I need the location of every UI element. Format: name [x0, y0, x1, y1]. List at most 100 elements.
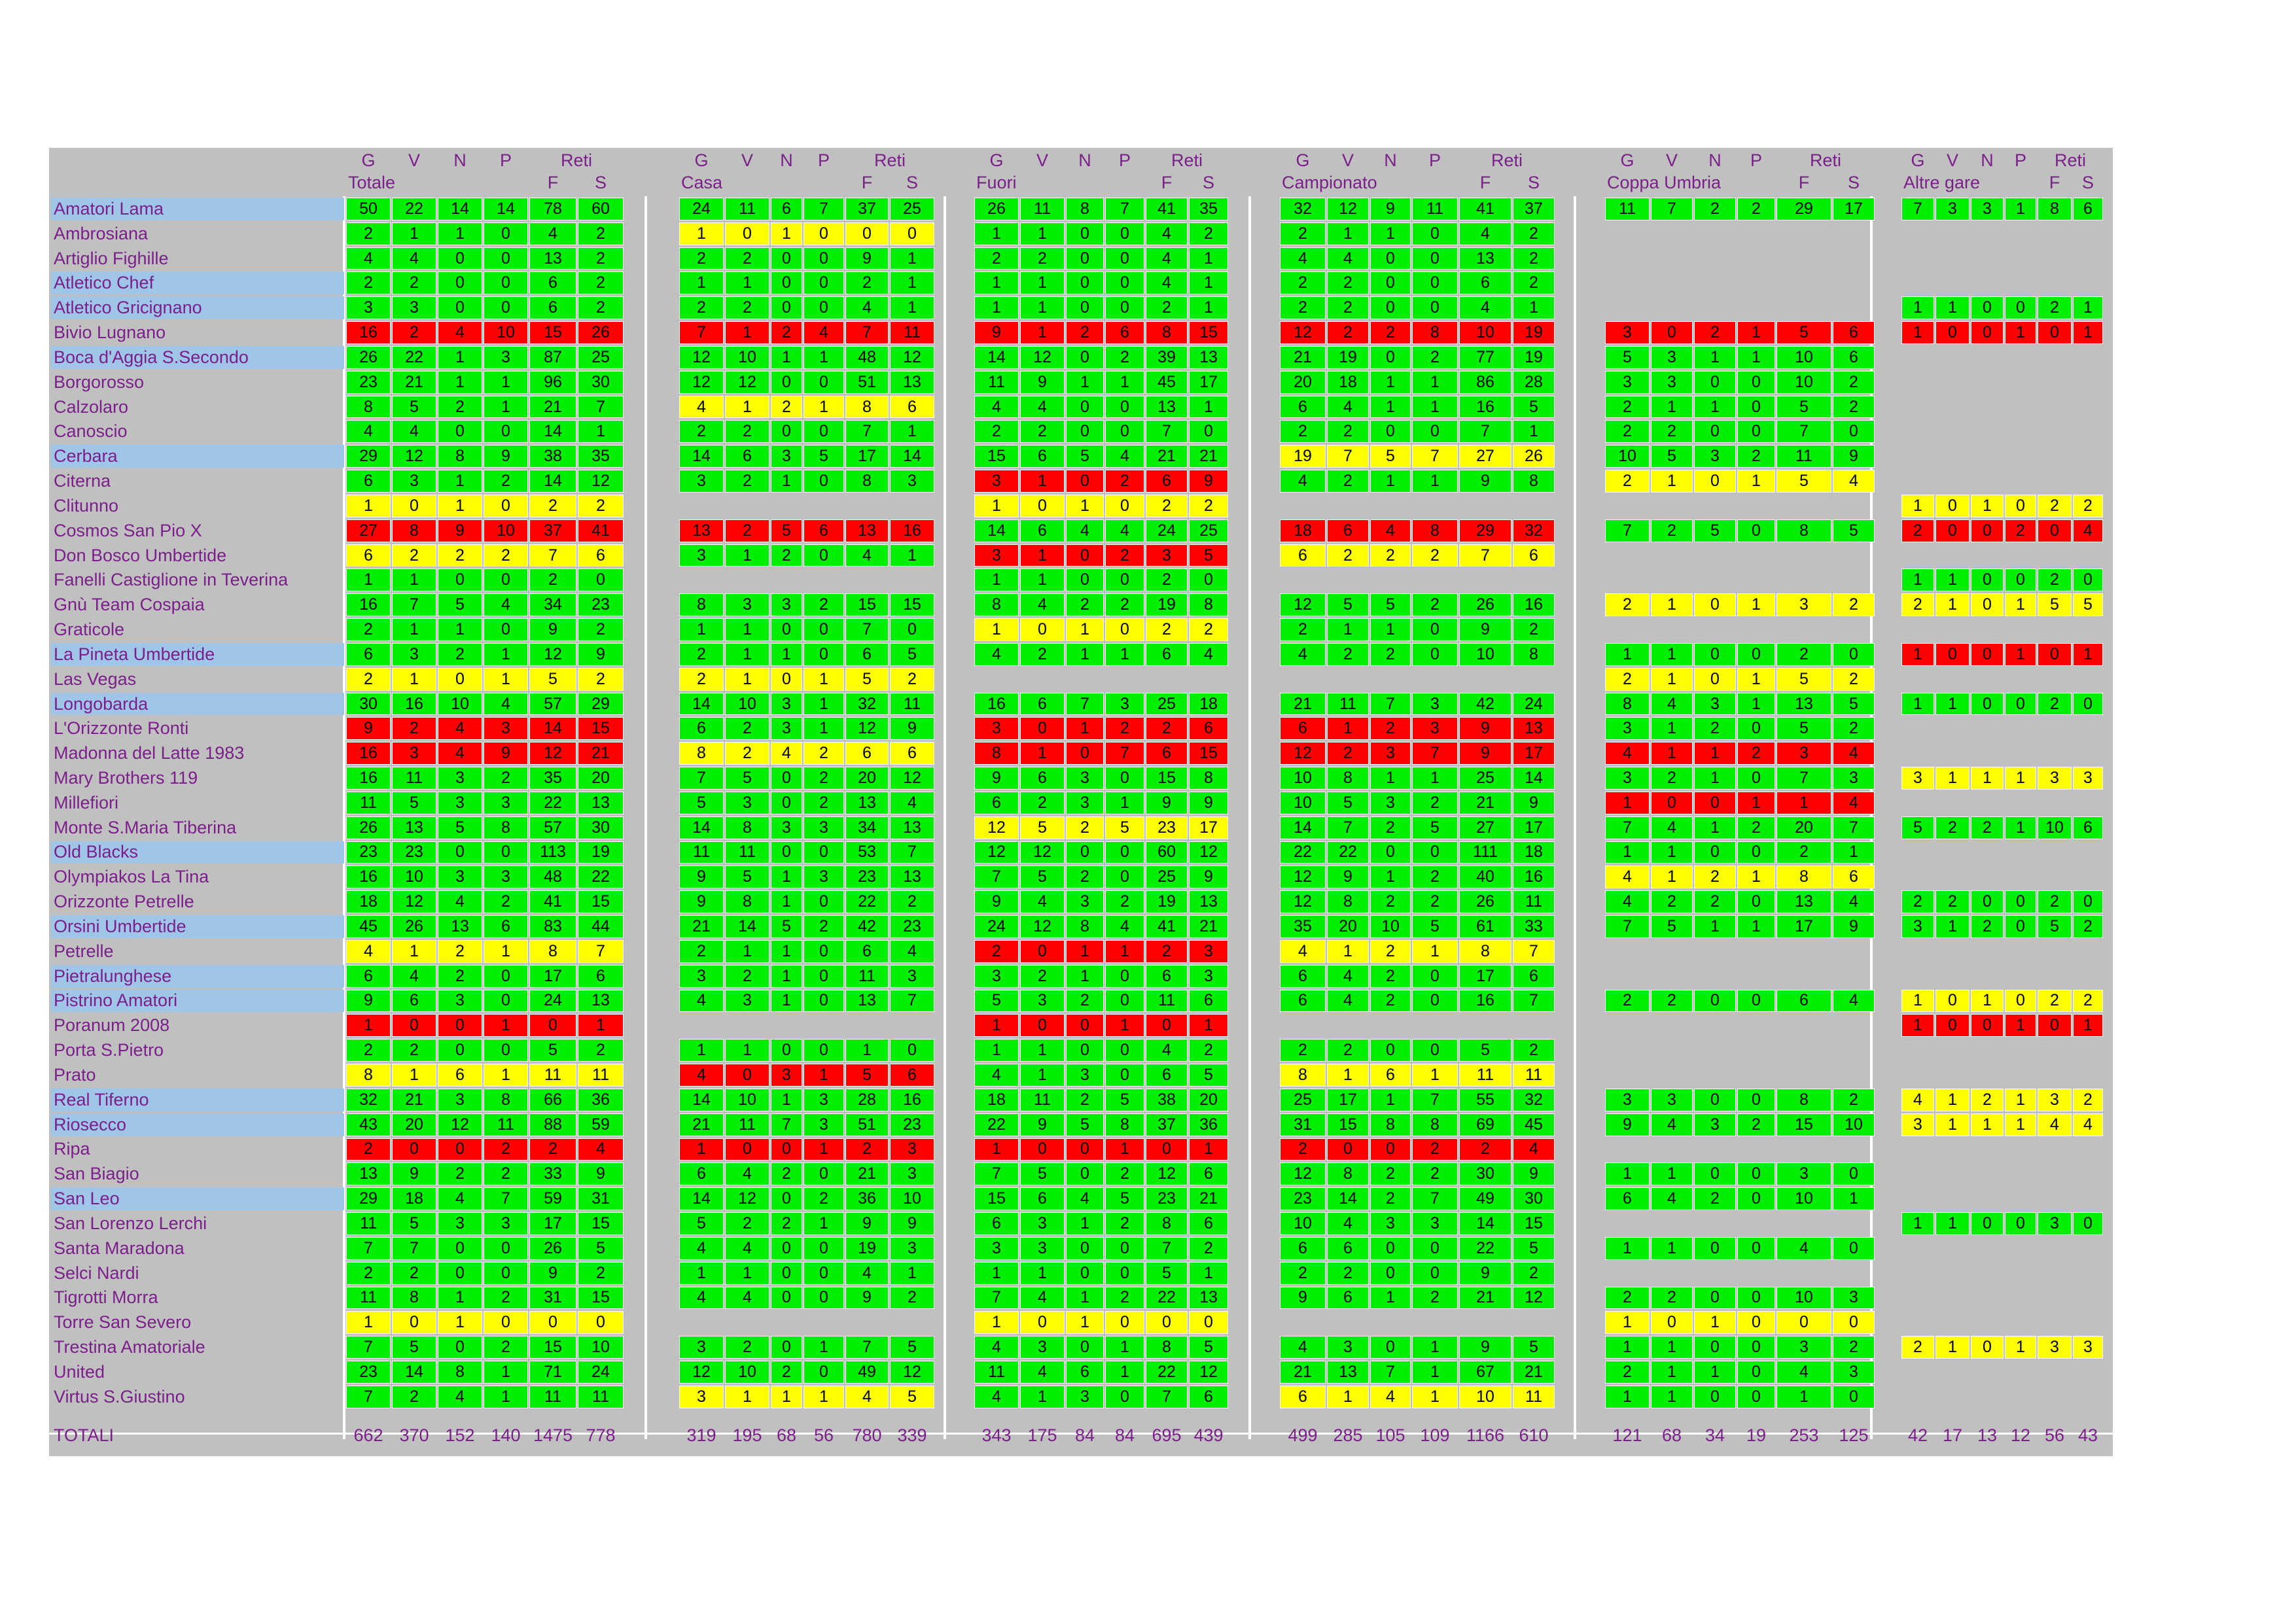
totals-cell: 109 — [1420, 1425, 1450, 1445]
totals-cell: 195 — [732, 1425, 762, 1445]
stat-cell: 30 — [1513, 1187, 1555, 1211]
team-name: United — [54, 1361, 105, 1382]
stat-cell: 86 — [1459, 370, 1511, 394]
stat-cell: 1 — [804, 1212, 844, 1235]
stat-cell: 15 — [845, 593, 889, 617]
stat-cell: 0 — [2005, 890, 2036, 914]
stat-cell: 9 — [1189, 791, 1228, 814]
stat-cell: 11 — [346, 1286, 391, 1310]
stat-cell: 4 — [1146, 247, 1188, 270]
stat-cell: 1 — [1651, 1236, 1693, 1260]
stat-cell: 19 — [845, 1236, 889, 1260]
stat-cell: 0 — [1146, 1014, 1188, 1038]
stat-cell: 4 — [1280, 1336, 1326, 1359]
stat-cell: 0 — [1105, 222, 1144, 245]
stat-cell: 3 — [679, 964, 724, 988]
stat-cell: 77 — [1459, 345, 1511, 369]
header-p: P — [2014, 150, 2026, 170]
stat-cell: 1 — [1513, 296, 1555, 320]
stat-cell: 1 — [804, 1064, 844, 1087]
stat-cell: 6 — [1189, 989, 1228, 1013]
stat-cell: 3 — [1066, 791, 1104, 814]
stat-cell: 0 — [1105, 1236, 1144, 1260]
stat-cell: 0 — [484, 1311, 528, 1335]
stat-cell: 8 — [392, 1286, 436, 1310]
stat-cell: 6 — [1513, 964, 1555, 988]
stat-cell: 2 — [346, 271, 391, 295]
stat-cell: 16 — [1459, 395, 1511, 419]
stat-cell: 2 — [804, 915, 844, 938]
stat-cell: 33 — [1513, 915, 1555, 938]
section-label: Campionato — [1282, 172, 1377, 192]
stat-cell: 3 — [1412, 1212, 1458, 1235]
stat-cell: 0 — [1370, 1039, 1411, 1062]
stat-cell: 4 — [1833, 470, 1875, 493]
stat-cell: 2 — [1370, 642, 1411, 666]
stat-cell: 2 — [1105, 717, 1144, 741]
stat-cell: 1 — [484, 642, 528, 666]
stat-cell: 15 — [529, 321, 576, 344]
stat-cell: 2 — [974, 247, 1019, 270]
stat-cell: 6 — [1189, 1385, 1228, 1408]
stat-cell: 9 — [1459, 618, 1511, 641]
stat-cell: 1 — [1066, 1212, 1104, 1235]
stat-cell: 27 — [1459, 445, 1511, 468]
stat-cell: 9 — [845, 247, 889, 270]
stat-cell: 4 — [974, 395, 1019, 419]
stat-cell: 8 — [974, 742, 1019, 765]
stat-cell: 2 — [1971, 816, 2004, 839]
stat-cell: 48 — [845, 345, 889, 369]
team-name: Olympiakos La Tina — [54, 867, 209, 887]
team-name: Orsini Umbertide — [51, 915, 344, 938]
stat-cell: 5 — [2038, 915, 2072, 938]
stat-cell: 0 — [771, 1187, 802, 1211]
stat-cell: 9 — [1189, 865, 1228, 889]
stat-cell: 4 — [1776, 1236, 1831, 1260]
stat-cell: 12 — [392, 890, 436, 914]
stat-cell: 2 — [1737, 1113, 1775, 1136]
stat-cell: 2 — [438, 395, 482, 419]
stat-cell: 5 — [1513, 1236, 1555, 1260]
stat-cell: 3 — [890, 964, 934, 988]
header-g: G — [694, 150, 709, 170]
stat-cell: 4 — [1105, 519, 1144, 542]
stat-cell: 2 — [1901, 1336, 1934, 1359]
header-reti: Reti — [1809, 150, 1841, 170]
stat-cell: 3 — [392, 296, 436, 320]
totals-cell: 319 — [686, 1425, 716, 1445]
stat-cell: 0 — [771, 1336, 802, 1359]
stat-cell: 10 — [725, 1088, 769, 1111]
stat-cell: 1 — [1651, 841, 1693, 864]
stat-cell: 23 — [1146, 816, 1188, 839]
stat-cell: 1 — [974, 271, 1019, 295]
stat-cell: 1 — [1651, 1385, 1693, 1408]
stat-cell: 1 — [725, 1039, 769, 1062]
stat-cell: 8 — [974, 593, 1019, 617]
stat-cell: 3 — [438, 865, 482, 889]
stat-cell: 35 — [578, 445, 624, 468]
stat-cell: 3 — [1901, 767, 1934, 790]
stat-cell: 2 — [1105, 470, 1144, 493]
stat-cell: 22 — [529, 791, 576, 814]
stat-cell: 19 — [578, 841, 624, 864]
stat-cell: 1 — [725, 395, 769, 419]
stat-cell: 3 — [1605, 321, 1650, 344]
stat-cell: 4 — [804, 321, 844, 344]
stat-cell: 2 — [1651, 890, 1693, 914]
stat-cell: 11 — [974, 1361, 1019, 1384]
stat-cell: 1 — [771, 1385, 802, 1408]
team-name: Cerbara — [51, 445, 344, 468]
stat-cell: 6 — [346, 544, 391, 567]
team-name: Mary Brothers 119 — [54, 767, 198, 788]
stat-cell: 3 — [392, 742, 436, 765]
stat-cell: 3 — [392, 642, 436, 666]
stat-cell: 0 — [1066, 1014, 1104, 1038]
stat-cell: 22 — [974, 1113, 1019, 1136]
stat-cell: 2 — [771, 1162, 802, 1186]
section-label: Coppa Umbria — [1607, 172, 1722, 192]
stat-cell: 0 — [438, 1014, 482, 1038]
stat-cell: 2 — [438, 964, 482, 988]
stat-cell: 6 — [845, 939, 889, 963]
stat-cell: 3 — [438, 1088, 482, 1111]
stat-cell: 2 — [1935, 816, 1969, 839]
